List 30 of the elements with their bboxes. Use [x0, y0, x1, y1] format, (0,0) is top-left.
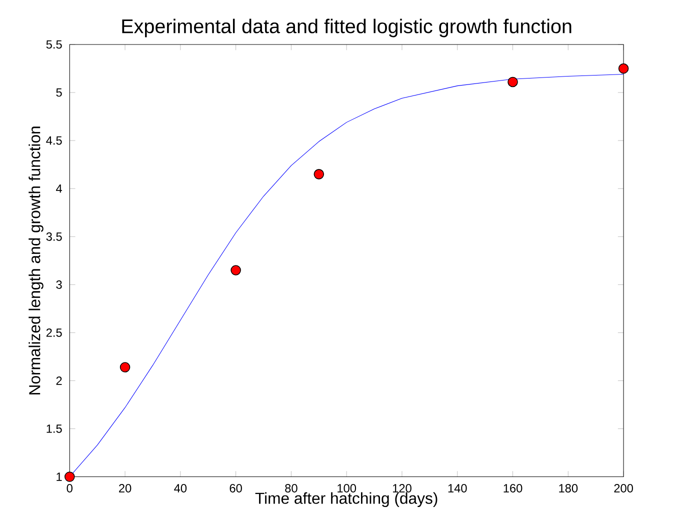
- chart-title: Experimental data and fitted logistic growth function: [122, 18, 572, 38]
- x-tick-label: 180: [559, 484, 578, 492]
- x-tick-label: 80: [285, 484, 298, 492]
- y-tick-label: 2: [56, 376, 62, 385]
- y-tick-label: 5.5: [46, 40, 62, 49]
- y-tick-label: 3.5: [46, 232, 62, 241]
- x-tick-label: 120: [392, 484, 412, 492]
- x-tick-label: 100: [338, 484, 356, 492]
- x-tick-label: 20: [119, 484, 132, 492]
- y-axis-title: Normalized length and growth function: [28, 126, 44, 394]
- point: [618, 63, 629, 74]
- y-tick-label: 3: [56, 280, 62, 289]
- x-axis-title: Time after hatching (days): [255, 492, 438, 507]
- x-tick-label: 140: [448, 484, 467, 492]
- point: [508, 76, 518, 87]
- y-tick-label: 4.5: [46, 136, 62, 145]
- y-tick-label: 4: [56, 184, 62, 193]
- point: [120, 362, 130, 372]
- y-tick-label: 2.5: [46, 328, 62, 337]
- x-tick-label: 60: [230, 484, 242, 492]
- point: [230, 264, 241, 276]
- point: [314, 168, 324, 180]
- x-tick-label: 160: [504, 484, 522, 492]
- x-tick-label: 200: [614, 484, 633, 492]
- y-tick-label: 5: [56, 88, 62, 97]
- x-tick-label: 40: [174, 484, 187, 492]
- point: [64, 471, 75, 482]
- x-tick-label: 0: [66, 484, 72, 492]
- y-tick-label: 1.5: [46, 424, 62, 433]
- y-tick-label: 1: [56, 472, 62, 481]
